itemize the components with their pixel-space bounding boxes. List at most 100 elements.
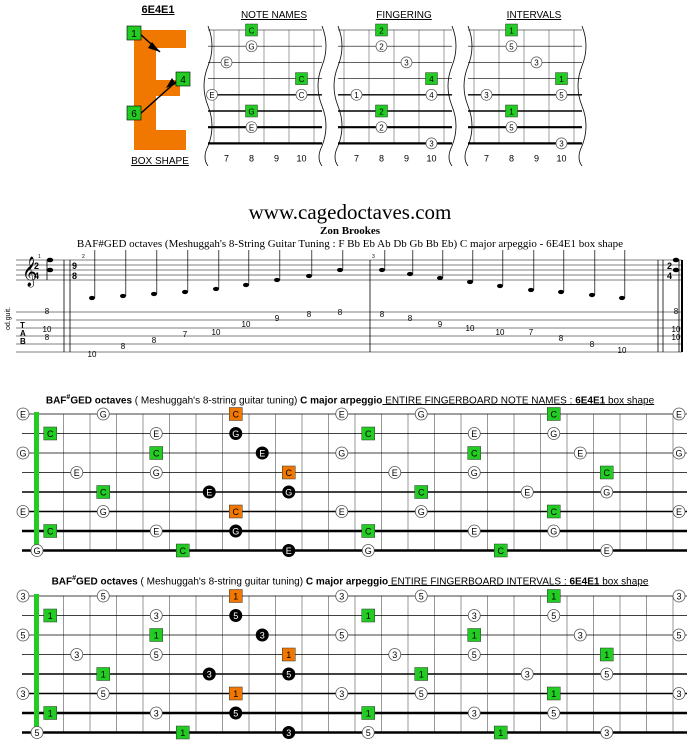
small-marker-green — [375, 23, 388, 37]
note-head — [151, 291, 157, 297]
small-marker-white — [480, 88, 493, 101]
time-sig-top: 9 — [72, 261, 77, 271]
note-label: G — [19, 449, 26, 459]
note-marker-green — [176, 543, 190, 558]
note-label: 3 — [578, 631, 583, 641]
note-marker-black — [202, 485, 216, 499]
tab-number: 10 — [466, 324, 475, 333]
note-label: 5 — [286, 670, 291, 680]
note-marker-green — [43, 426, 57, 441]
note-marker-white — [16, 628, 30, 642]
note-marker-black — [229, 609, 243, 622]
small-marker-label: 3 — [404, 59, 409, 68]
tab-number: 8 — [380, 310, 385, 319]
finger-label: 6 — [131, 109, 137, 120]
note-label: 5 — [154, 650, 159, 660]
note-marker-white — [672, 407, 686, 421]
note-marker-white — [30, 726, 44, 739]
note-marker-black — [255, 446, 269, 460]
small-marker-label: 4 — [429, 75, 434, 84]
note-marker-white — [361, 544, 375, 557]
note-label: 3 — [472, 611, 477, 621]
note-head — [672, 257, 680, 263]
note-label: 5 — [366, 728, 371, 738]
small-fret-number: 7 — [224, 153, 229, 163]
note-label: G — [550, 527, 557, 537]
note-label: 3 — [260, 631, 265, 641]
note-label: 1 — [154, 631, 159, 641]
note-label: G — [153, 468, 160, 478]
small-marker-green — [555, 72, 568, 85]
small-marker-white — [555, 88, 568, 101]
note-label: E — [339, 507, 345, 517]
note-label: 3 — [676, 592, 681, 602]
note-marker-white — [672, 628, 686, 642]
instrument-label: od.guit. — [5, 307, 12, 330]
note-marker-white — [335, 446, 349, 460]
note-marker-white — [672, 505, 686, 518]
arrow-head — [166, 78, 176, 88]
small-fret-number: 8 — [249, 153, 254, 163]
note-marker-white — [414, 407, 428, 421]
note-label: E — [153, 429, 159, 439]
note-marker-green — [467, 446, 481, 460]
note-label: 3 — [339, 689, 344, 699]
note-marker-white — [520, 485, 534, 499]
note-label: C — [551, 410, 558, 420]
note-label: 1 — [551, 592, 556, 602]
time-sig-top: 2 — [34, 261, 39, 271]
note-head — [243, 282, 249, 288]
small-marker-label: 2 — [379, 124, 384, 133]
note-marker-green — [494, 725, 508, 740]
finger-label: 1 — [131, 29, 137, 40]
small-marker-white — [295, 88, 308, 101]
small-marker-label: E — [209, 91, 214, 100]
author: Zon Brookes — [319, 225, 380, 237]
note-marker-white — [467, 609, 481, 622]
note-marker-black — [229, 427, 243, 440]
tab-clef-letter: B — [20, 337, 26, 346]
note-label: 3 — [472, 709, 477, 719]
tab-number: 8 — [121, 342, 126, 351]
small-marker-label: 1 — [509, 107, 514, 116]
note-marker-white — [149, 524, 163, 538]
note-marker-orange — [229, 686, 243, 701]
note-label: 3 — [676, 689, 681, 699]
note-marker-white — [70, 648, 84, 661]
note-head — [672, 267, 680, 273]
box-shape-caption: BOX SHAPE — [131, 156, 189, 167]
small-fret-number: 10 — [426, 153, 436, 163]
note-label: C — [47, 527, 54, 537]
note-marker-white — [547, 609, 561, 622]
note-marker-orange — [282, 465, 296, 480]
note-marker-white — [149, 609, 163, 622]
note-marker-white — [70, 466, 84, 479]
small-fret-number: 9 — [534, 153, 539, 163]
note-label: G — [418, 507, 425, 517]
note-label: 5 — [233, 709, 238, 719]
small-marker-label: 3 — [484, 91, 489, 100]
note-marker-white — [149, 706, 163, 720]
small-fret-number: 7 — [484, 153, 489, 163]
note-head — [558, 289, 564, 295]
note-label: G — [285, 488, 292, 498]
small-fret-number: 7 — [354, 153, 359, 163]
finger-box-6 — [126, 105, 142, 121]
note-label: 5 — [676, 631, 681, 641]
note-label: 3 — [207, 670, 212, 680]
finger-box-1 — [126, 25, 142, 41]
small-marker-label: 3 — [429, 140, 434, 149]
note-marker-white — [335, 505, 349, 518]
time-sig-bottom: 4 — [667, 271, 672, 281]
note-label: 3 — [20, 592, 25, 602]
note-label: C — [233, 410, 240, 420]
note-marker-white — [573, 446, 587, 460]
note-marker-green — [547, 407, 561, 421]
small-marker-label: G — [248, 43, 254, 52]
small-marker-white — [505, 121, 518, 134]
small-fret-number: 10 — [556, 153, 566, 163]
note-marker-black — [282, 544, 296, 557]
time-sig-top: 2 — [667, 261, 672, 271]
note-head — [274, 277, 280, 283]
